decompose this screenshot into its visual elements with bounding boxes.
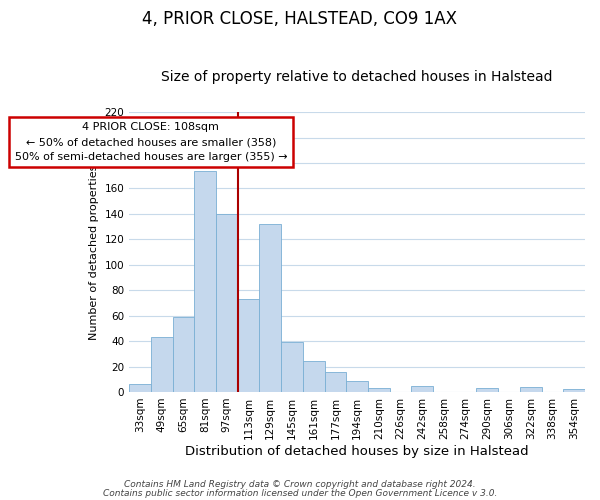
Bar <box>563 390 585 392</box>
Bar <box>216 214 238 392</box>
Bar <box>520 387 542 392</box>
Text: 4 PRIOR CLOSE: 108sqm
← 50% of detached houses are smaller (358)
50% of semi-det: 4 PRIOR CLOSE: 108sqm ← 50% of detached … <box>14 122 287 162</box>
Bar <box>259 224 281 392</box>
Bar <box>346 380 368 392</box>
Text: 4, PRIOR CLOSE, HALSTEAD, CO9 1AX: 4, PRIOR CLOSE, HALSTEAD, CO9 1AX <box>143 10 458 28</box>
Title: Size of property relative to detached houses in Halstead: Size of property relative to detached ho… <box>161 70 553 85</box>
X-axis label: Distribution of detached houses by size in Halstead: Distribution of detached houses by size … <box>185 444 529 458</box>
Bar <box>173 317 194 392</box>
Bar <box>194 170 216 392</box>
Text: Contains public sector information licensed under the Open Government Licence v : Contains public sector information licen… <box>103 489 497 498</box>
Bar <box>325 372 346 392</box>
Bar <box>238 299 259 392</box>
Bar <box>129 384 151 392</box>
Bar <box>368 388 389 392</box>
Bar <box>151 338 173 392</box>
Text: Contains HM Land Registry data © Crown copyright and database right 2024.: Contains HM Land Registry data © Crown c… <box>124 480 476 489</box>
Bar <box>303 362 325 392</box>
Bar <box>281 342 303 392</box>
Bar <box>412 386 433 392</box>
Y-axis label: Number of detached properties: Number of detached properties <box>89 164 99 340</box>
Bar <box>476 388 498 392</box>
